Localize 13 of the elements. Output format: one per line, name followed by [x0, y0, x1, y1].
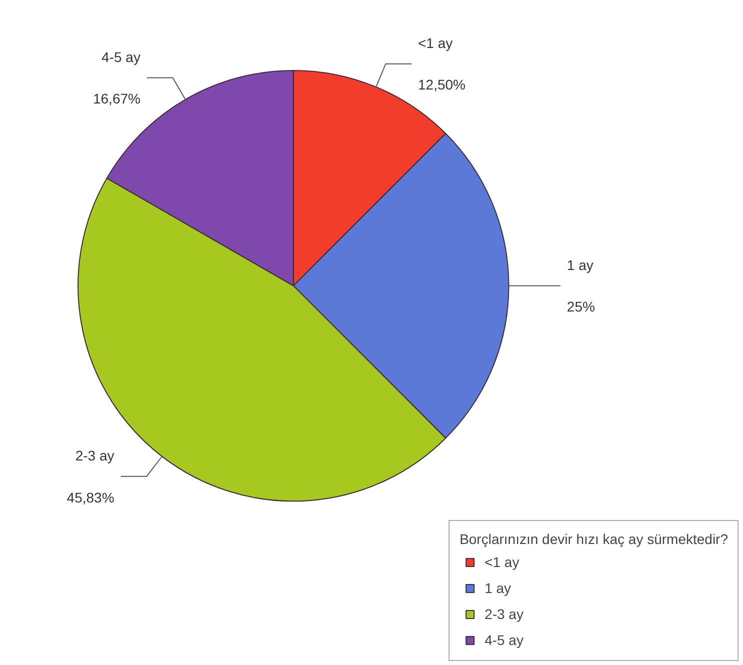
data-label: 25%	[566, 298, 595, 315]
slice-label: <1 ay	[418, 34, 453, 51]
legend-label: 4-5 ay	[484, 632, 524, 648]
legend-label: 2-3 ay	[484, 606, 524, 622]
data-label: 16,67%	[92, 90, 140, 107]
legend-label: <1 ay	[484, 554, 520, 570]
slice-label: 4-5 ay	[102, 48, 140, 65]
slice-label: 2-3 ay	[75, 448, 114, 464]
data-label: 12,50%	[418, 76, 466, 93]
data-label: 45,83%	[66, 489, 114, 506]
legend-title: Borçlarınızın devir hızı kaç ay sürmektedir?	[460, 531, 728, 547]
legend-label: 1 ay	[484, 580, 512, 596]
slice-label: 1 ay	[566, 256, 594, 273]
